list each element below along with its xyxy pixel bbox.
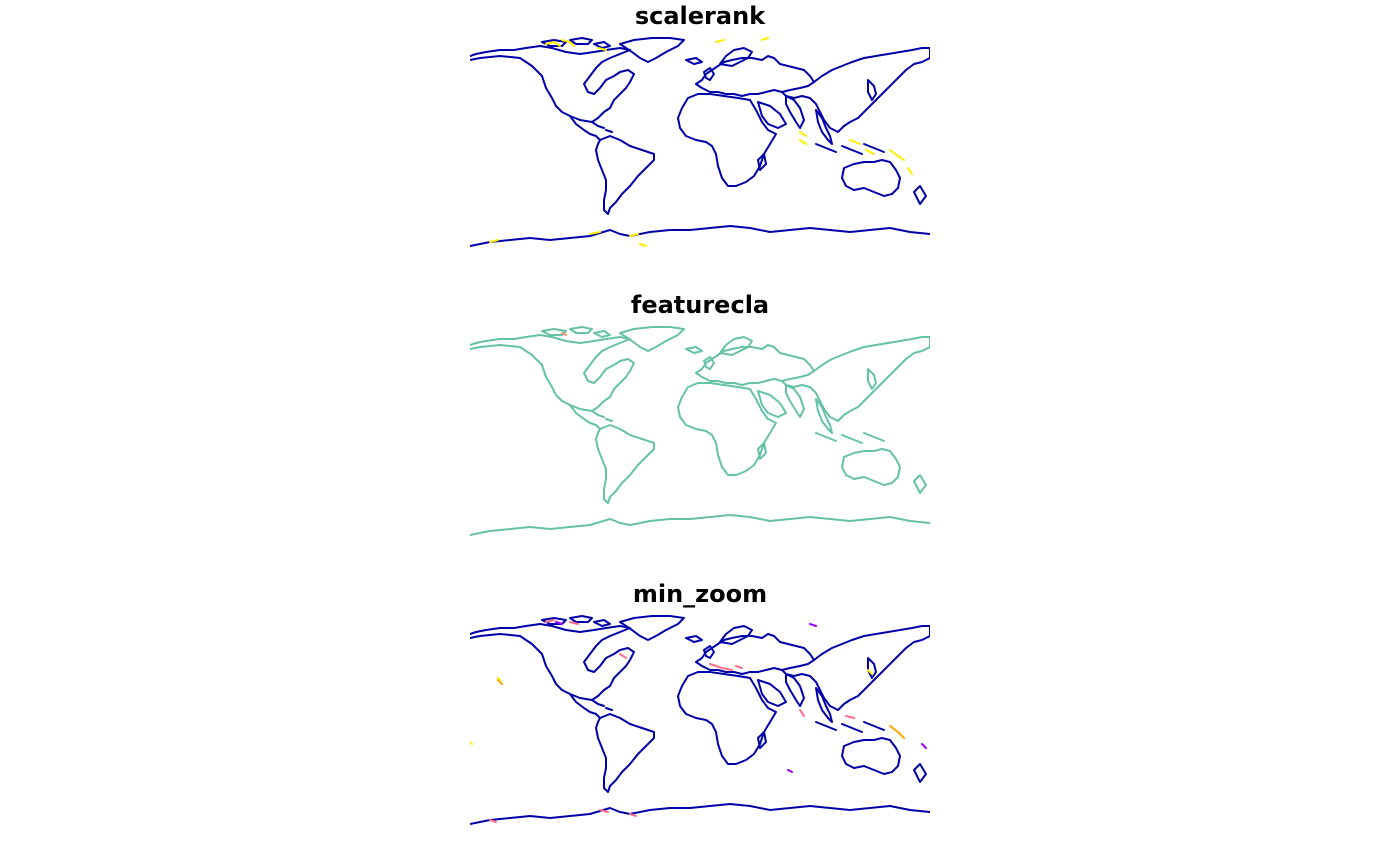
coastline-japan [867,368,877,390]
coastline-iceland [685,346,703,354]
coastline-greenland [619,326,685,352]
coastline-southeast-asia [815,398,833,434]
coastline-indonesia [815,143,885,155]
coastline-south-america [595,135,655,215]
coastline-iceland [685,57,703,65]
coastline-south-america [595,424,655,504]
coastline-scandinavia [719,625,753,645]
coastline-europe [695,633,815,675]
coastline-caribbean [591,121,613,133]
coastline-scandinavia [719,47,753,67]
coastline-asia [781,336,930,422]
coastline-north-america [470,623,635,701]
highlighted-feature [561,332,567,336]
coastline-southeast-asia [815,109,833,145]
coastline-southeast-asia [815,687,833,723]
map-panel-featurecla: featurecla [470,289,930,549]
coastline-central-america [569,115,601,141]
coastline-arabia [757,101,787,129]
coastline-caribbean [591,699,613,711]
coastline-antarctica [470,514,930,536]
coastline-caribbean [591,410,613,422]
highlighted-feature [470,669,873,745]
coastline-north-america [470,334,635,412]
coastline-arctic-islands [541,326,611,338]
coastline-australia [841,159,901,197]
coastline-arabia [757,679,787,707]
coastline-britain [703,67,715,81]
coastline-europe [695,344,815,386]
coastline-antarctica [470,803,930,825]
highlighted-feature [555,621,927,773]
coastline-antarctica [470,225,930,247]
world-coastline-map [470,615,930,825]
coastline-africa [677,93,777,187]
coastline-australia [841,448,901,486]
coastline-britain [703,356,715,370]
coastline-india [785,384,805,418]
coastline-australia [841,737,901,775]
coastline-asia [781,625,930,711]
coastline-arabia [757,390,787,418]
coastline-iceland [685,635,703,643]
coastline-new-zealand [913,763,927,783]
world-coastline-map [470,37,930,247]
coastline-asia [781,47,930,133]
coastline-madagascar [757,442,767,460]
highlighted-feature [497,679,905,739]
coastline-madagascar [757,153,767,171]
coastline-arctic-islands [541,615,611,627]
coastline-madagascar [757,731,767,749]
coastline-britain [703,645,715,659]
coastline-north-america [470,45,635,123]
coastline-central-america [569,404,601,430]
coastline-greenland [619,37,685,63]
coastline-greenland [619,615,685,641]
map-panel-scalerank: scalerank [470,0,930,260]
panel-title: scalerank [634,2,766,30]
panel-title: featurecla [630,291,770,319]
coastline-europe [695,55,815,97]
coastline-scandinavia [719,336,753,356]
coastline-africa [677,382,777,476]
highlighted-feature [489,37,913,247]
coastline-indonesia [815,721,885,733]
coastline-new-zealand [913,474,927,494]
world-coastline-map [470,326,930,536]
coastline-new-zealand [913,185,927,205]
map-panel-min-zoom: min_zoom [470,578,930,838]
coastline-arctic-islands [541,37,611,49]
coastline-japan [867,657,877,679]
panel-title: min_zoom [632,580,768,608]
coastline-india [785,95,805,129]
coastline-africa [677,671,777,765]
coastline-india [785,673,805,707]
coastline-central-america [569,693,601,719]
highlighted-feature [489,619,855,823]
coastline-indonesia [815,432,885,444]
coastline-south-america [595,713,655,793]
coastline-japan [867,79,877,101]
